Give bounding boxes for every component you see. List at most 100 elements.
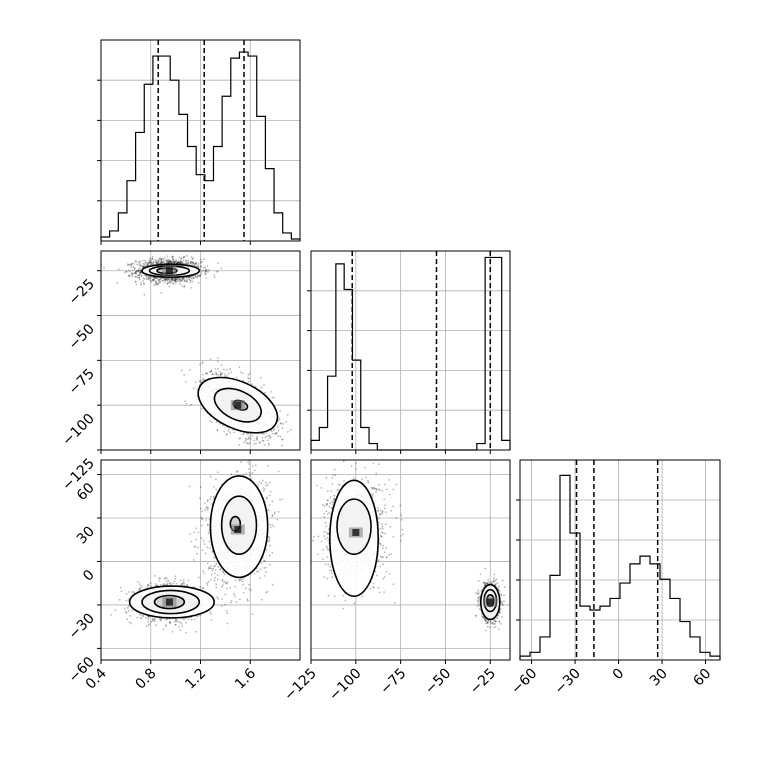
sample-point	[192, 261, 195, 264]
sample-point	[198, 576, 200, 579]
sample-point	[186, 584, 189, 586]
sample-point	[134, 280, 137, 283]
sample-point	[171, 260, 174, 263]
sample-point	[137, 274, 139, 277]
sample-point	[130, 266, 133, 268]
sample-point	[194, 262, 197, 265]
sample-point	[153, 277, 156, 280]
sample-point	[268, 434, 271, 437]
sample-point	[155, 283, 158, 285]
sample-point	[140, 585, 143, 587]
sample-point	[171, 261, 174, 264]
sample-point	[266, 590, 269, 593]
sample-point	[219, 374, 222, 376]
sample-point	[206, 546, 209, 548]
sample-point	[162, 259, 165, 261]
sample-point	[206, 582, 208, 585]
sample-point	[138, 274, 141, 277]
sample-point	[127, 591, 130, 593]
sample-point	[184, 400, 187, 403]
sample-point	[202, 269, 205, 272]
sample-point	[171, 256, 174, 259]
sample-point	[125, 611, 127, 613]
sample-point	[194, 263, 197, 265]
sample-point	[163, 261, 165, 264]
sample-point	[135, 283, 138, 286]
sample-point	[187, 276, 190, 279]
sample-point	[157, 259, 160, 262]
sample-point	[177, 620, 179, 623]
sample-point	[173, 261, 176, 263]
sample-point	[183, 280, 186, 282]
sample-point	[158, 580, 161, 582]
sample-point	[163, 277, 166, 280]
sample-point	[157, 280, 160, 283]
sample-point	[183, 582, 186, 585]
sample-point	[140, 275, 143, 278]
sample-point	[176, 261, 179, 263]
sample-point	[167, 281, 170, 284]
sample-point	[191, 262, 194, 264]
sample-point	[139, 613, 142, 616]
sample-point	[171, 281, 173, 283]
sample-point	[183, 255, 186, 258]
sample-point	[199, 614, 201, 617]
sample-point	[178, 262, 181, 264]
sample-point	[126, 618, 129, 621]
sample-point	[154, 276, 157, 279]
sample-point	[151, 263, 154, 266]
sample-point	[273, 396, 275, 399]
sample-point	[178, 256, 181, 259]
sample-point	[171, 255, 174, 258]
sample-point	[169, 260, 172, 263]
sample-point	[215, 586, 218, 589]
sample-point	[167, 278, 170, 281]
sample-point	[177, 260, 180, 263]
sample-point	[160, 292, 163, 294]
sample-point	[151, 279, 154, 281]
sample-point	[210, 421, 213, 424]
sample-point	[139, 269, 142, 272]
sample-point	[126, 271, 128, 273]
sample-point	[131, 609, 133, 612]
sample-point	[202, 266, 205, 269]
sample-point	[194, 276, 197, 278]
sample-point	[139, 270, 142, 272]
sample-point	[200, 273, 203, 276]
sample-point	[152, 279, 155, 281]
sample-point	[169, 260, 172, 263]
sample-point	[133, 591, 135, 594]
sample-point	[201, 362, 204, 365]
sample-point	[260, 376, 262, 379]
sample-point	[186, 279, 189, 281]
sample-point	[199, 258, 202, 261]
sample-point	[145, 625, 148, 627]
sample-point	[233, 431, 235, 434]
sample-point	[251, 465, 254, 467]
sample-point	[128, 264, 131, 266]
joint-distribution-panels	[97, 250, 511, 664]
sample-point	[250, 438, 252, 440]
sample-point	[143, 283, 146, 285]
sample-point	[234, 585, 237, 588]
sample-point	[221, 424, 224, 427]
sample-point	[145, 617, 147, 619]
sample-point	[153, 284, 156, 287]
sample-point	[142, 266, 144, 268]
sample-point	[247, 374, 250, 376]
sample-point	[175, 280, 177, 283]
sample-point	[159, 278, 162, 281]
sample-point	[185, 276, 188, 279]
sample-point	[210, 370, 213, 373]
sample-point	[135, 271, 137, 273]
sample-point	[157, 279, 160, 282]
sample-point	[204, 272, 206, 275]
sample-point	[240, 579, 243, 581]
sample-point	[199, 486, 202, 489]
sample-point	[266, 483, 269, 486]
sample-point	[127, 274, 130, 277]
sample-point	[165, 618, 168, 621]
sample-point	[194, 274, 197, 277]
sample-point	[184, 280, 187, 283]
sample-point	[156, 282, 159, 285]
